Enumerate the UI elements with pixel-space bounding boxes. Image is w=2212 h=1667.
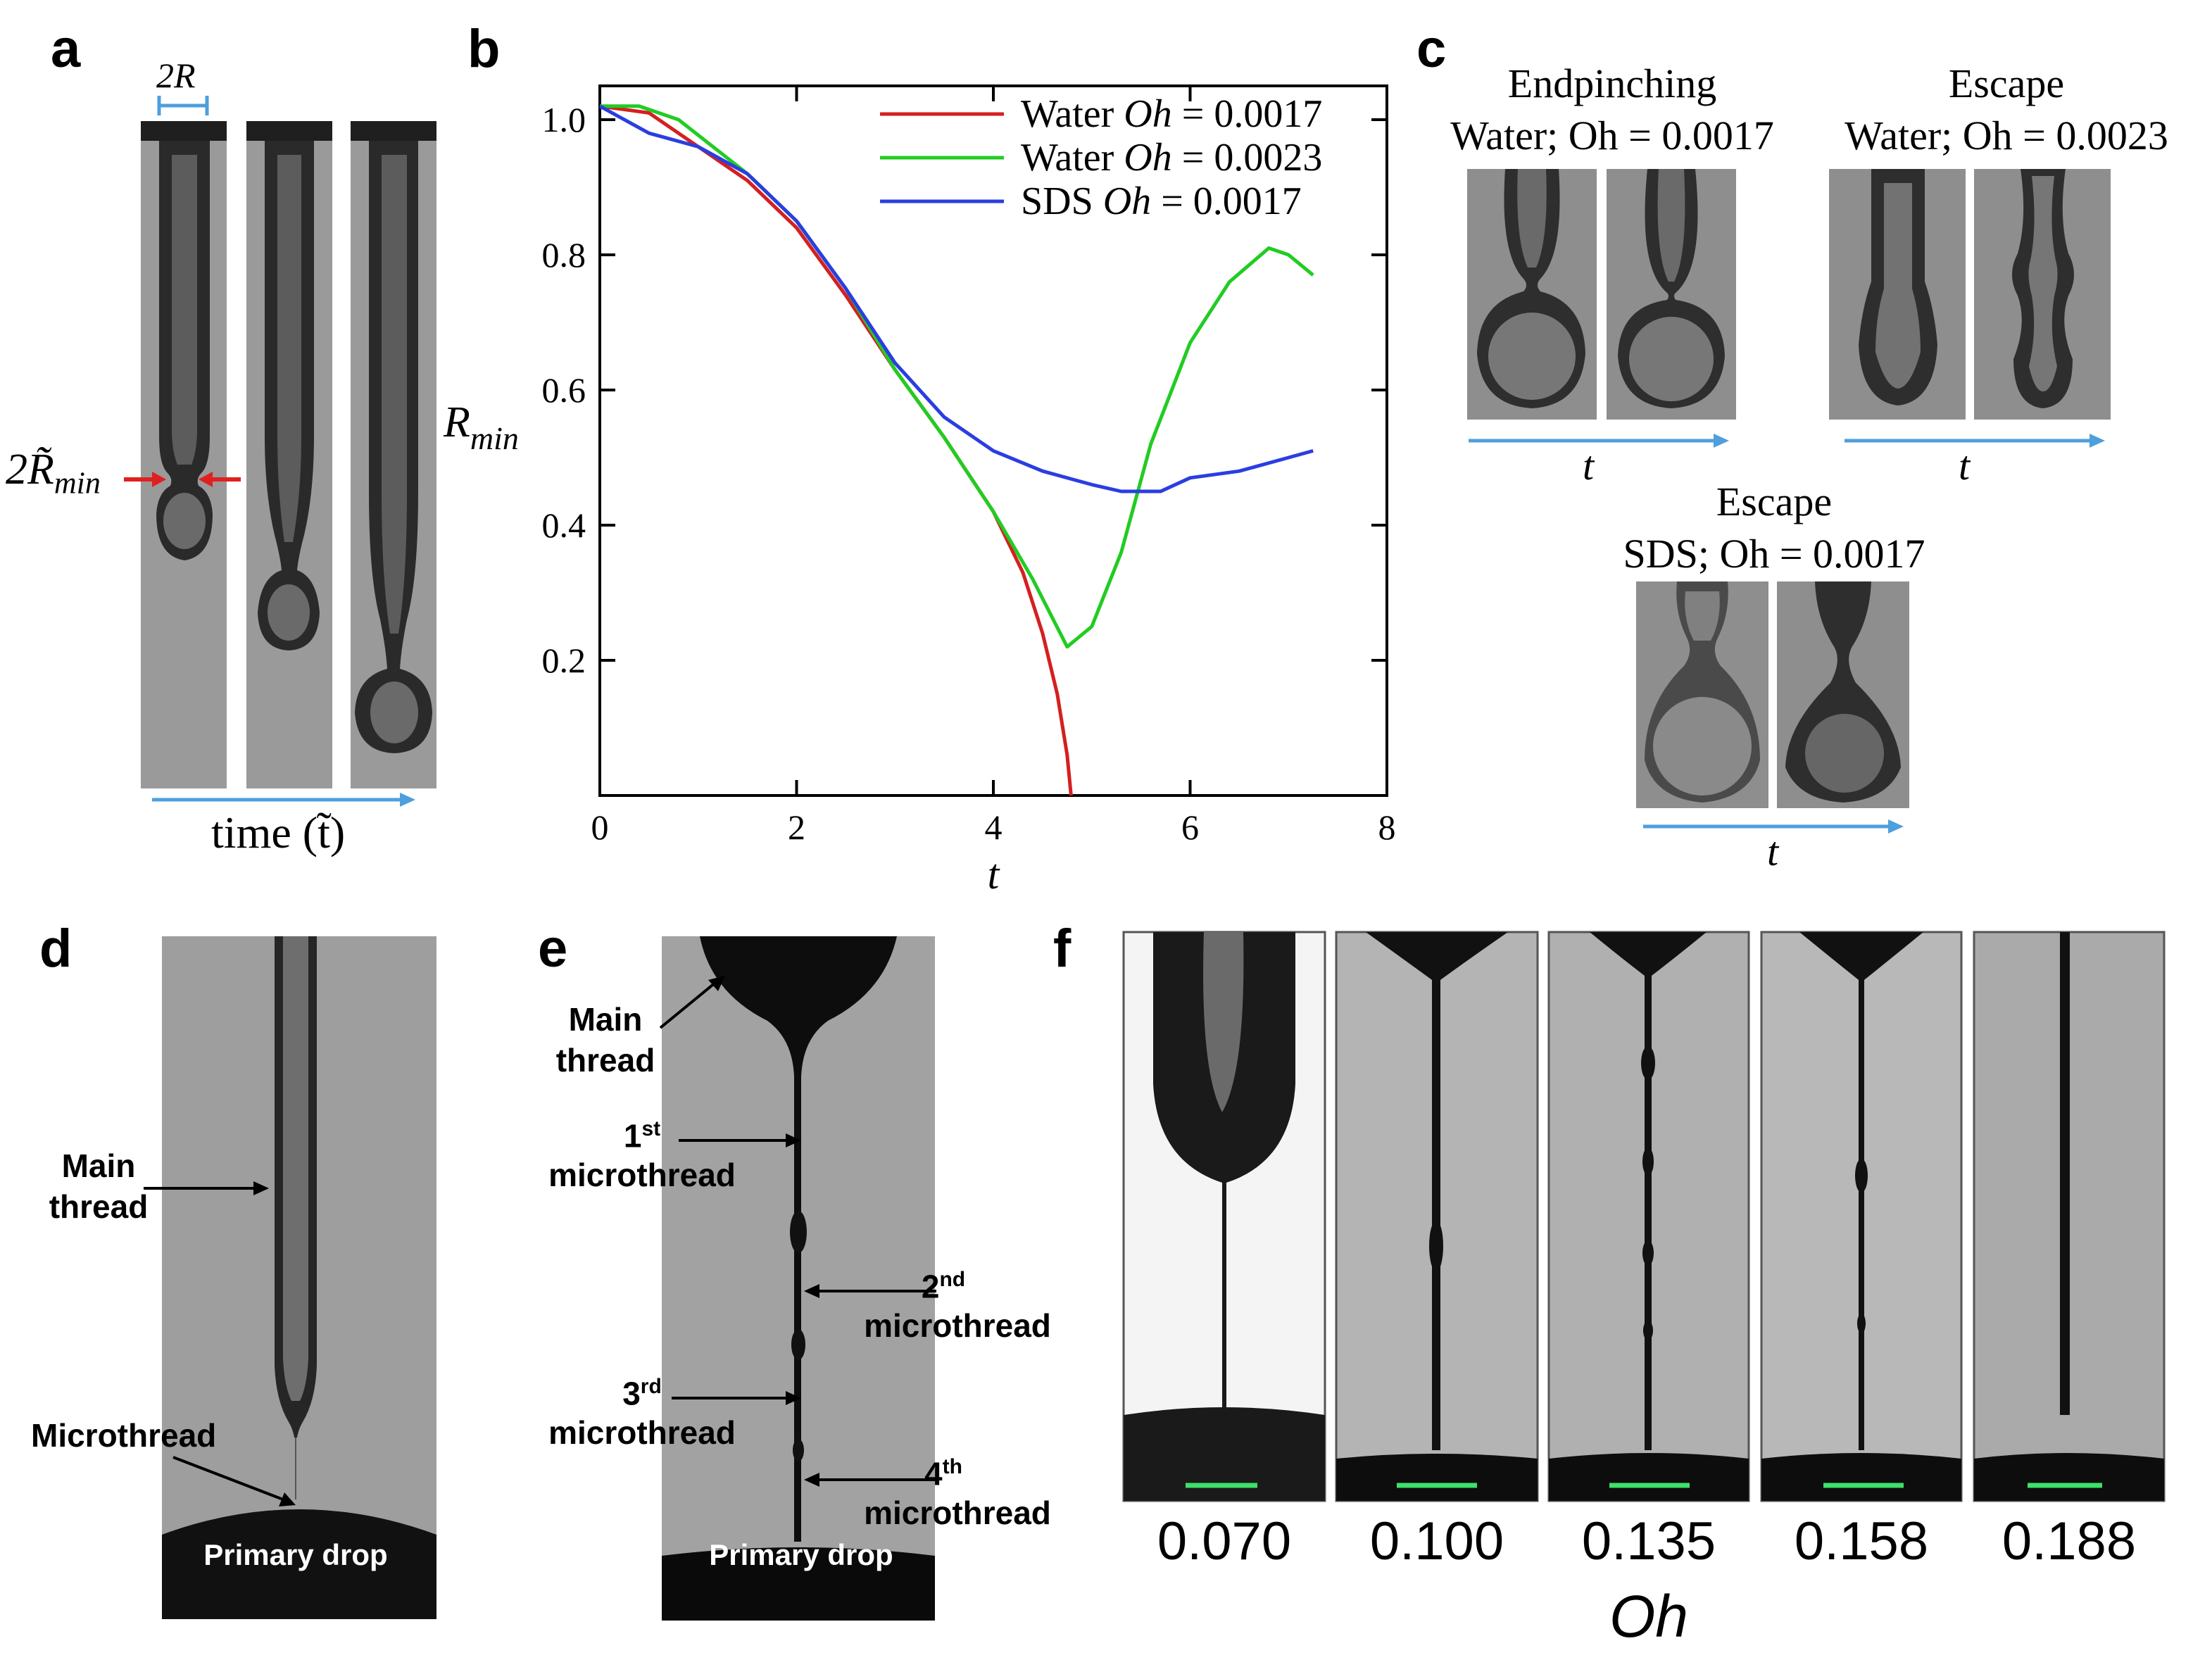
d-main-thread-label: Main thread: [49, 1147, 149, 1225]
f-frame-0100: [1335, 931, 1539, 1502]
f-frame-0158: [1760, 931, 1963, 1502]
legend-label-1: Water Oh = 0.0023: [1021, 136, 1322, 180]
y-axis-label: Rmin: [443, 398, 519, 456]
oh-value-1: 0.100: [1369, 1511, 1504, 1571]
oh-value-0: 0.070: [1157, 1511, 1292, 1571]
x-tick-label: 8: [1378, 807, 1396, 847]
escape-water-frame-2: [1974, 169, 2111, 420]
e-primary-drop-label: Primary drop: [709, 1538, 893, 1571]
legend-label-0: Water Oh = 0.0017: [1021, 92, 1322, 136]
panel-f-label: f: [1053, 919, 1072, 979]
panel-e-label: e: [538, 919, 568, 979]
e-main-thread-label: Main thread: [555, 1001, 655, 1078]
y-tick-label: 0.8: [542, 235, 586, 275]
endpinching-frame-1: [1467, 169, 1597, 420]
e-microthread-1-label: 1st microthread: [548, 1117, 736, 1193]
f-frame-0070: [1122, 931, 1326, 1502]
escape-sds-t-arrow: [1643, 819, 1904, 834]
f-frame-0188: [1973, 931, 2166, 1502]
panel-b-label: b: [467, 19, 501, 79]
panel-d-image: [162, 936, 436, 1619]
endpinching-t-arrow: [1469, 434, 1729, 448]
escape-water-t-label: t: [1959, 443, 1971, 489]
rmin-chart: 0 2 4 6 8 0.2 0.4 0.6 0.8 1.0 t Rmin Water Oh = 0.0…: [443, 84, 1396, 898]
endpinching-caption: Endpinching Water; Oh = 0.0017: [1450, 61, 1774, 159]
e-microthread-3-arrow: [672, 1391, 801, 1405]
panel-a-frame-3: [351, 121, 436, 788]
oh-axis-label: Oh: [1609, 1583, 1689, 1649]
x-axis-label: t: [988, 851, 1000, 898]
escape-sds-t-label: t: [1767, 829, 1779, 874]
escape-sds-frame-1: [1636, 581, 1768, 808]
legend-label-2: SDS Oh = 0.0017: [1021, 180, 1302, 223]
x-tick-label: 6: [1181, 807, 1199, 847]
time-arrow: [152, 793, 415, 807]
y-tick-label: 1.0: [542, 100, 586, 139]
panel-f-images: [1122, 931, 2166, 1502]
rmin-arrows: [124, 472, 241, 487]
e-microthread-1-arrow: [679, 1133, 801, 1147]
e-microthread-2-arrow: [804, 1284, 936, 1298]
panel-a-label: a: [51, 19, 81, 79]
escape-sds-caption: Escape SDS; Oh = 0.0017: [1623, 479, 1925, 577]
d-primary-drop-label: Primary drop: [203, 1538, 388, 1571]
d-microthread-label: Microthread: [31, 1417, 217, 1454]
panel-c-images: [1467, 169, 2111, 834]
d-microthread-arrow: [172, 1456, 296, 1506]
escape-sds-frame-2: [1777, 581, 1909, 808]
chart-series: [598, 104, 1314, 796]
x-tick-label: 0: [591, 807, 609, 847]
e-microthread-3-label: 3rd microthread: [548, 1375, 736, 1451]
series-line-0: [599, 104, 1073, 796]
e-main-thread-arrow: [659, 976, 725, 1029]
width-label: 2R: [156, 56, 196, 95]
e-microthread-2-label: 2nd microthread: [864, 1268, 1051, 1344]
oh-value-3: 0.158: [1794, 1511, 1929, 1571]
oh-value-4: 0.188: [2002, 1511, 2137, 1571]
escape-water-frame-1: [1829, 169, 1966, 420]
y-tick-label: 0.4: [542, 505, 586, 545]
panel-e-image: [662, 936, 935, 1621]
panel-d-label: d: [39, 919, 73, 979]
escape-water-caption: Escape Water; Oh = 0.0023: [1845, 61, 2168, 159]
panel-a-frame-2: [246, 121, 332, 788]
rmin-label: 2R̃min: [6, 446, 101, 501]
panel-a-frame-1: [141, 121, 227, 788]
x-tick-label: 4: [985, 807, 1003, 847]
chart-axes: 0 2 4 6 8 0.2 0.4 0.6 0.8 1.0 t Rmin: [443, 84, 1396, 898]
escape-water-t-arrow: [1845, 434, 2105, 448]
endpinching-t-label: t: [1583, 443, 1595, 489]
oh-value-2: 0.135: [1581, 1511, 1716, 1571]
f-frame-0135: [1547, 931, 1750, 1502]
d-main-thread-arrow: [144, 1181, 269, 1195]
e-microthread-4-arrow: [804, 1473, 936, 1487]
time-label: time (t̃): [211, 807, 346, 857]
e-microthread-4-label: 4th microthread: [864, 1455, 1051, 1531]
y-tick-label: 0.2: [542, 641, 586, 680]
y-tick-label: 0.6: [542, 370, 586, 410]
x-tick-label: 2: [788, 807, 805, 847]
panel-a-figure: [124, 96, 436, 807]
panel-c-label: c: [1416, 19, 1447, 79]
endpinching-frame-2: [1607, 169, 1736, 420]
